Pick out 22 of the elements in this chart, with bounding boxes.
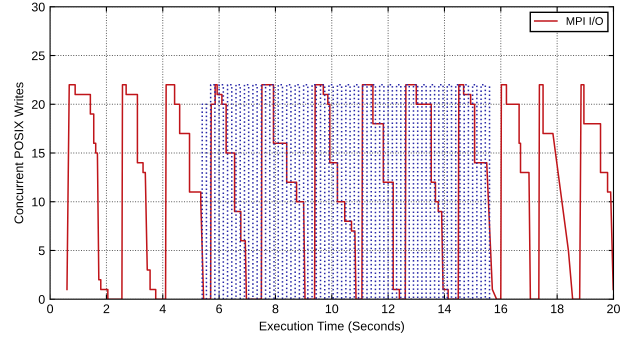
x-tick-label: 12	[382, 304, 394, 314]
x-tick-label: 6	[216, 304, 222, 314]
x-tick-label: 8	[272, 304, 278, 314]
x-axis-title: Execution Time (Seconds)	[260, 321, 404, 333]
y-axis-title: Concurrent POSIX Writes	[14, 82, 24, 224]
x-tick-label: 0	[47, 304, 54, 314]
x-tick-label: 2	[104, 304, 110, 314]
y-tick-label: 30	[32, 2, 45, 12]
y-tick-label: 20	[32, 100, 45, 109]
y-tick-label: 0	[38, 295, 45, 304]
y-tick-label: 25	[32, 51, 45, 60]
x-tick-label: 20	[607, 304, 620, 314]
x-tick-label: 14	[438, 304, 452, 314]
y-tick-label: 10	[32, 198, 45, 206]
x-tick-label: 16	[494, 304, 508, 314]
x-tick-label: 10	[326, 304, 338, 314]
y-tick-label: 15	[32, 148, 45, 158]
y-tick-label: 5	[38, 246, 45, 256]
line-series	[66, 84, 614, 300]
x-tick-label: 18	[551, 304, 564, 314]
x-tick-label: 4	[160, 304, 166, 314]
legend-label: MPI I/O	[566, 16, 603, 25]
